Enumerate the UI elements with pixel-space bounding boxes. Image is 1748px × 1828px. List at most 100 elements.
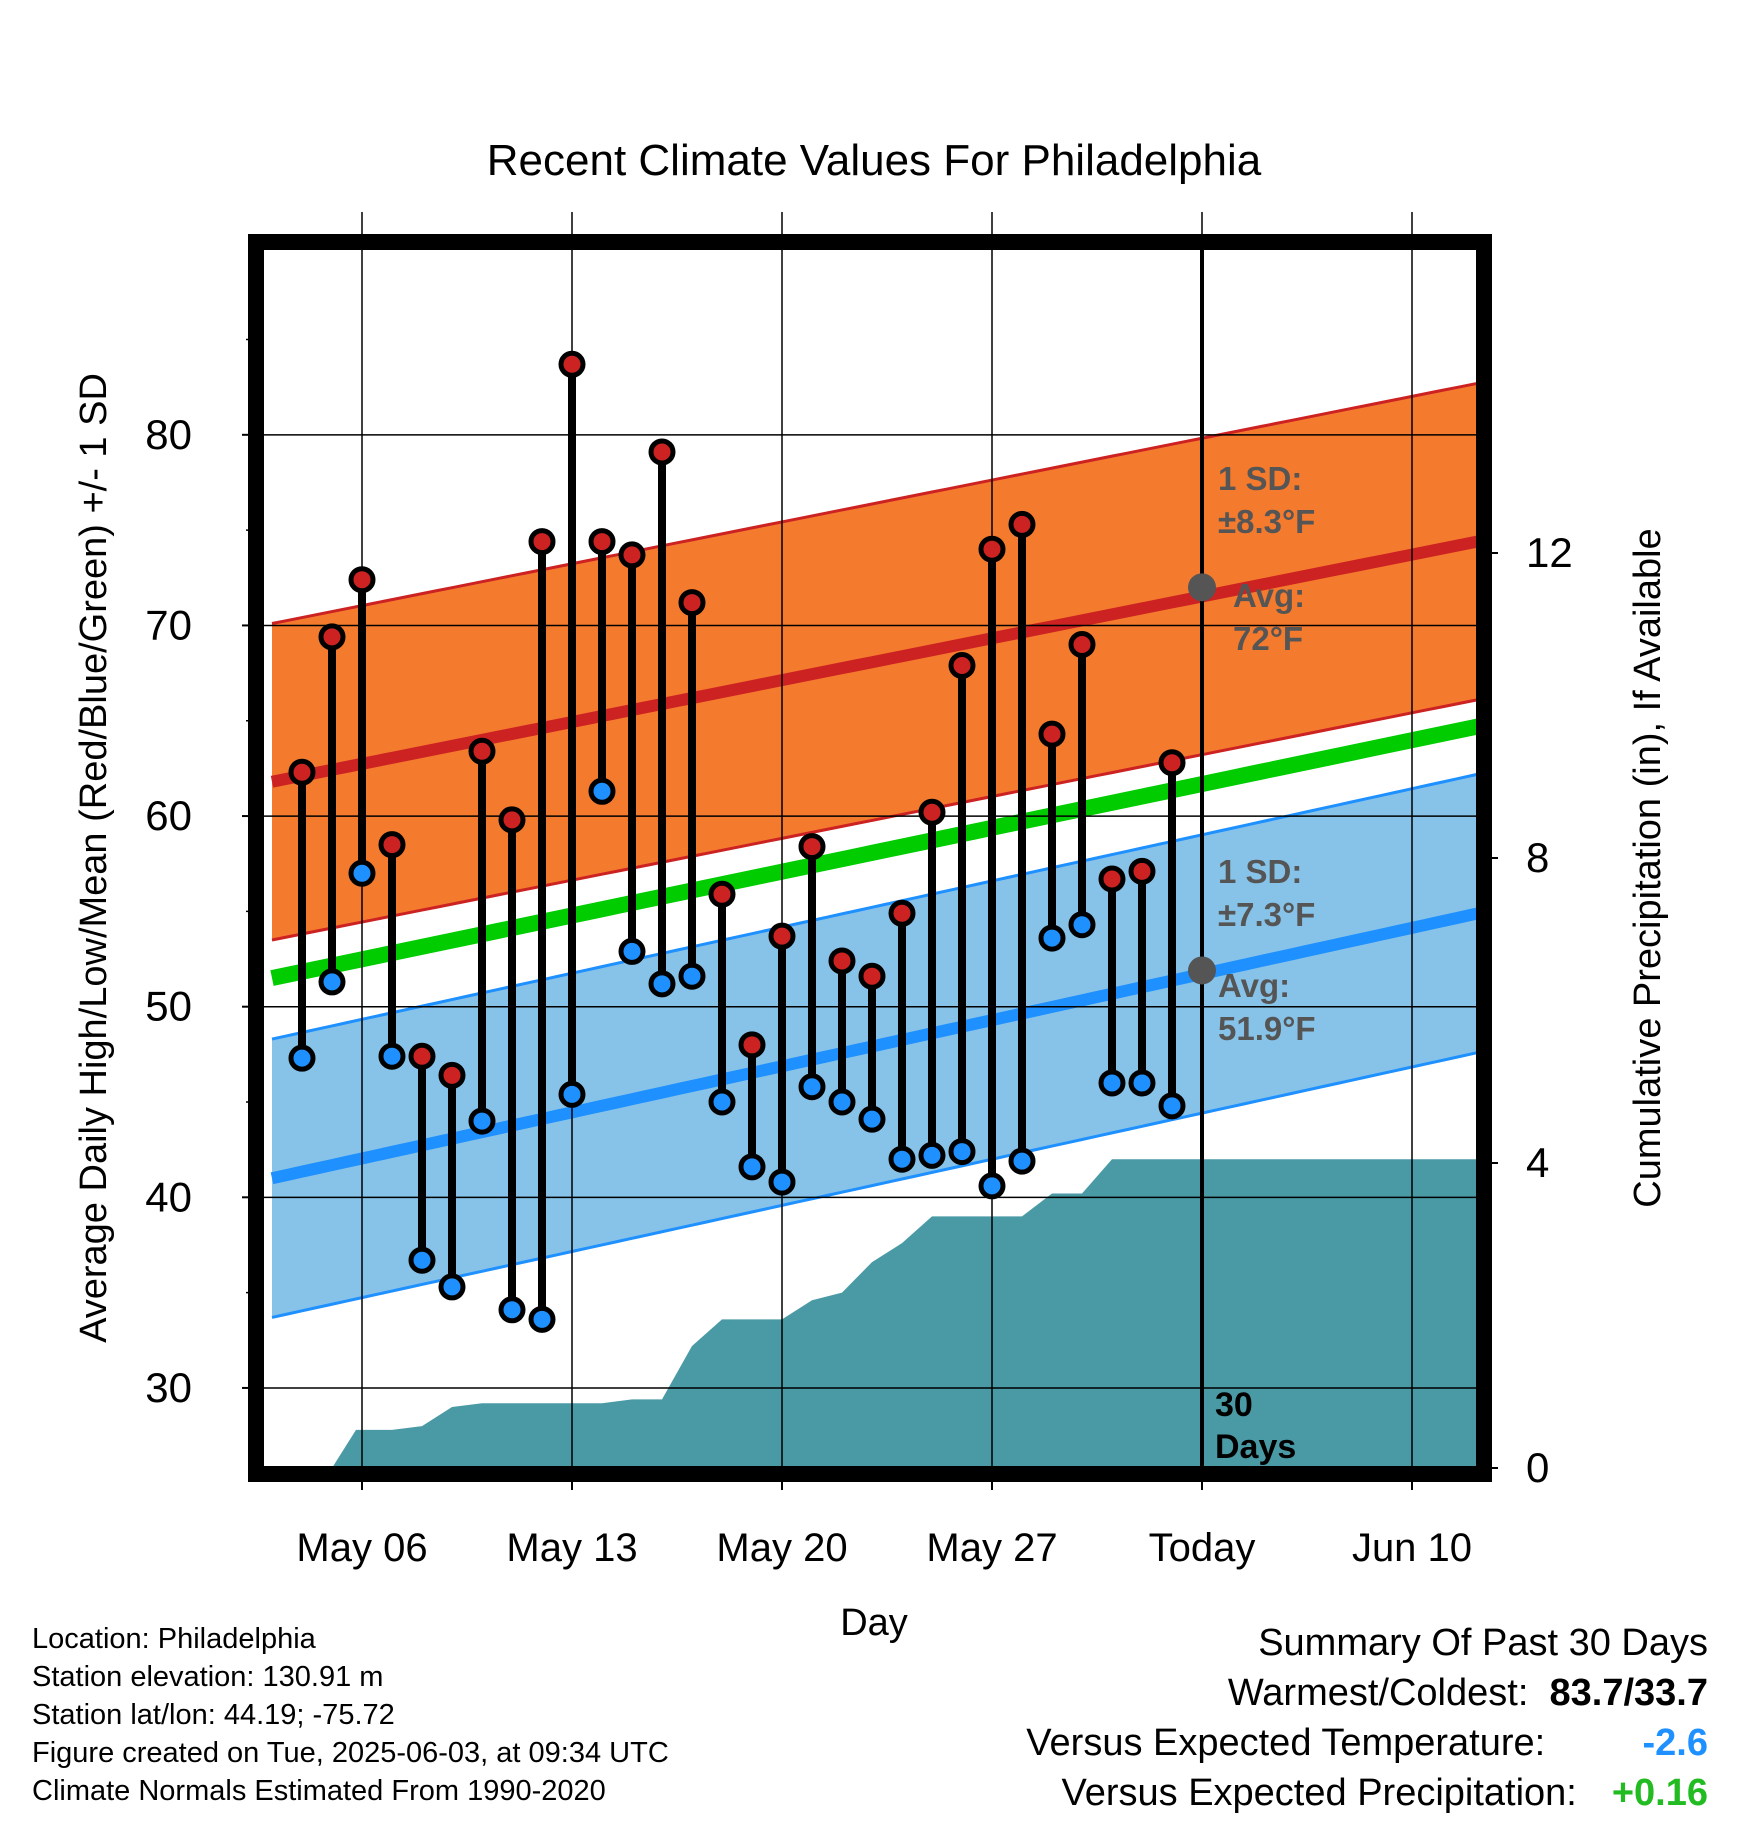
y-tick-label-60: 60 [145, 792, 192, 839]
normals-text: Climate Normals Estimated From 1990-2020 [32, 1775, 606, 1807]
high-point-22 [918, 798, 946, 826]
high-point-15 [708, 880, 736, 908]
high-point-17 [768, 922, 796, 950]
elevation-text: Station elevation: 130.91 m [32, 1661, 384, 1693]
y-tick-label-70: 70 [145, 601, 192, 648]
high-point-29 [1128, 857, 1156, 885]
high-point-6 [438, 1061, 466, 1089]
station-info: Location: Philadelphia Station elevation… [32, 1620, 669, 1810]
low-point-14 [678, 962, 706, 990]
high-point-18 [798, 833, 826, 861]
low-point-8 [498, 1296, 526, 1324]
high-avg-value: 72°F [1233, 620, 1303, 657]
high-point-11 [588, 528, 616, 556]
high-sd-band-upper-edge [271, 381, 1478, 626]
warm-cold-value: 83.7/33.7 [1549, 1672, 1708, 1714]
low-point-6 [438, 1273, 466, 1301]
y2-tick-label-0: 0 [1526, 1444, 1549, 1491]
summary-warm-cold: Warmest/Coldest: 83.7/33.7 [1228, 1672, 1708, 1715]
high-point-10 [558, 350, 586, 378]
high-point-30 [1158, 749, 1186, 777]
y-axis-label: Average Daily High/Low/Mean (Red/Blue/Gr… [73, 373, 115, 1343]
low-point-24 [978, 1172, 1006, 1200]
high-sd-band-lower-edge [271, 698, 1478, 942]
high-point-23 [948, 651, 976, 679]
low-avg-value: 51.9°F [1218, 1010, 1316, 1047]
high-point-9 [528, 528, 556, 556]
high-point-25 [1008, 510, 1036, 538]
x-tick-label-10: May 13 [506, 1526, 637, 1570]
x-tick-label-17: May 20 [716, 1526, 847, 1570]
high-avg-marker [1188, 573, 1216, 602]
low-point-2 [318, 968, 346, 996]
temp-label: Versus Expected Temperature: [1026, 1722, 1546, 1764]
low-point-23 [948, 1138, 976, 1166]
days-count: 30 [1215, 1386, 1253, 1424]
x-tick-label-3: May 06 [296, 1526, 427, 1570]
days-unit: Days [1215, 1428, 1296, 1466]
low-point-20 [858, 1105, 886, 1133]
low-point-16 [738, 1153, 766, 1181]
low-point-27 [1068, 911, 1096, 939]
low-point-21 [888, 1145, 916, 1173]
high-point-21 [888, 899, 916, 927]
low-point-17 [768, 1168, 796, 1196]
low-point-28 [1098, 1069, 1126, 1097]
high-point-2 [318, 623, 346, 651]
high-point-20 [858, 962, 886, 990]
precip-value: +0.16 [1611, 1772, 1708, 1814]
low-point-11 [588, 777, 616, 805]
low-point-12 [618, 937, 646, 965]
low-point-10 [558, 1080, 586, 1108]
y-tick-label-80: 80 [145, 411, 192, 458]
low-point-29 [1128, 1069, 1156, 1097]
low-point-5 [408, 1246, 436, 1274]
low-point-1 [288, 1044, 316, 1072]
high-point-14 [678, 589, 706, 617]
high-point-19 [828, 947, 856, 975]
y2-axis-label: Cumulative Precipitation (in), If Availa… [1627, 528, 1669, 1207]
high-sd-label: 1 SD: [1218, 460, 1302, 497]
high-point-5 [408, 1042, 436, 1070]
temp-value: -2.6 [1642, 1722, 1708, 1764]
high-point-3 [348, 566, 376, 594]
x-tick-label-31: Today [1149, 1526, 1256, 1570]
low-point-13 [648, 970, 676, 998]
low-point-7 [468, 1107, 496, 1135]
high-point-12 [618, 541, 646, 569]
y-tick-label-30: 30 [145, 1364, 192, 1411]
low-avg-marker [1188, 956, 1216, 985]
low-sd-value: ±7.3°F [1218, 896, 1315, 933]
high-point-4 [378, 831, 406, 859]
location-text: Location: Philadelphia [32, 1623, 316, 1655]
low-point-9 [528, 1305, 556, 1333]
low-normal-line [270, 907, 1478, 1185]
low-point-26 [1038, 924, 1066, 952]
low-avg-label: Avg: [1218, 967, 1290, 1004]
mean-normal-line [270, 718, 1478, 986]
low-point-25 [1008, 1147, 1036, 1175]
warm-cold-label: Warmest/Coldest: [1227, 1672, 1529, 1714]
high-point-13 [648, 438, 676, 466]
high-point-7 [468, 737, 496, 765]
y2-tick-label-4: 4 [1526, 1139, 1549, 1186]
x-tick-label-38: Jun 10 [1352, 1526, 1472, 1570]
low-point-22 [918, 1141, 946, 1169]
low-point-4 [378, 1042, 406, 1070]
low-point-18 [798, 1073, 826, 1101]
high-point-1 [288, 758, 316, 786]
low-point-30 [1158, 1092, 1186, 1120]
x-tick-label-24: May 27 [926, 1526, 1057, 1570]
low-point-15 [708, 1088, 736, 1116]
low-sd-band-lower-edge [271, 1050, 1478, 1319]
high-point-16 [738, 1031, 766, 1059]
y2-tick-label-12: 12 [1526, 529, 1573, 576]
low-sd-label: 1 SD: [1218, 853, 1302, 890]
summary-temp: Versus Expected Temperature: -2.6 [1026, 1722, 1708, 1765]
created-text: Figure created on Tue, 2025-06-03, at 09… [32, 1737, 669, 1769]
summary-title: Summary Of Past 30 Days [1258, 1622, 1708, 1664]
summary-precip: Versus Expected Precipitation: +0.16 [1061, 1772, 1708, 1815]
precip-area [272, 1159, 1478, 1468]
high-sd-value: ±8.3°F [1218, 503, 1315, 540]
